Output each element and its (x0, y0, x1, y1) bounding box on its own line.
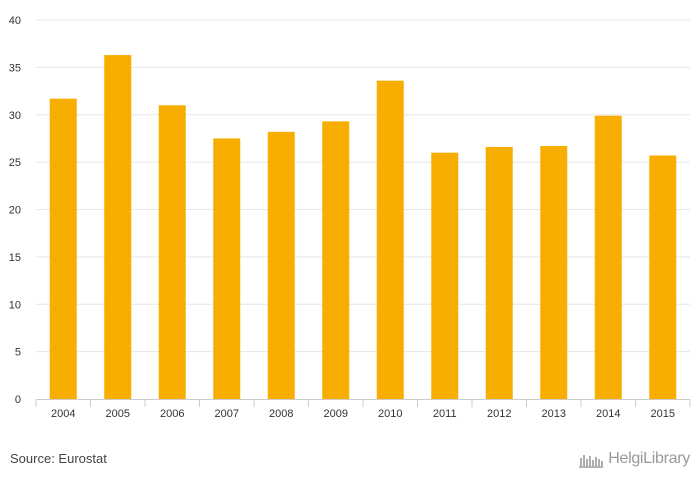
logo-text: HelgiLibrary (608, 450, 690, 467)
y-tick-label: 25 (9, 157, 21, 169)
x-tick-label: 2012 (487, 408, 511, 420)
bar-2005[interactable] (104, 55, 132, 400)
y-tick-label: 0 (15, 394, 21, 406)
bar-2013[interactable] (540, 146, 568, 399)
y-tick-label: 15 (9, 252, 21, 264)
x-tick-label: 2015 (651, 408, 675, 420)
bar-2015[interactable] (649, 155, 677, 399)
x-axis-labels: 2004 2005 2006 2007 2008 2009 2010 2011 2012 2013… (51, 408, 675, 420)
x-axis (35, 399, 691, 407)
x-tick-label: 2007 (215, 408, 239, 420)
bar-2007[interactable] (213, 138, 241, 399)
y-tick-label: 10 (9, 299, 21, 311)
helgi-library-logo[interactable]: HelgiLibrary (578, 448, 690, 470)
bar-2009[interactable] (322, 121, 350, 399)
library-building-icon (579, 455, 604, 468)
y-tick-label: 30 (9, 110, 21, 122)
bar-2006[interactable] (158, 105, 186, 400)
y-tick-label: 35 (9, 62, 21, 74)
bar-2014[interactable] (594, 115, 622, 399)
bar-2012[interactable] (485, 146, 513, 399)
y-tick-label: 20 (9, 205, 21, 217)
y-axis-labels: 0 5 10 15 20 25 30 35 40 (9, 15, 21, 406)
x-tick-label: 2008 (269, 408, 293, 420)
source-note: Source: Eurostat (10, 451, 107, 466)
x-tick-label: 2011 (433, 408, 457, 420)
x-tick-label: 2005 (106, 408, 130, 420)
chart-footer: Source: Eurostat HelgiLibrary (0, 440, 700, 483)
x-tick-label: 2009 (324, 408, 348, 420)
gridlines (36, 19, 690, 353)
x-tick-label: 2006 (160, 408, 184, 420)
y-tick-label: 40 (9, 15, 21, 27)
bar-2008[interactable] (267, 131, 295, 399)
x-tick-label: 2010 (378, 408, 402, 420)
x-tick-label: 2013 (542, 408, 566, 420)
bar-2010[interactable] (376, 80, 404, 399)
x-tick-label: 2014 (596, 408, 620, 420)
x-tick-label: 2004 (51, 408, 75, 420)
bar-2011[interactable] (431, 152, 459, 399)
y-tick-label: 5 (15, 347, 21, 359)
bars (49, 55, 677, 400)
bar-2004[interactable] (49, 98, 77, 399)
